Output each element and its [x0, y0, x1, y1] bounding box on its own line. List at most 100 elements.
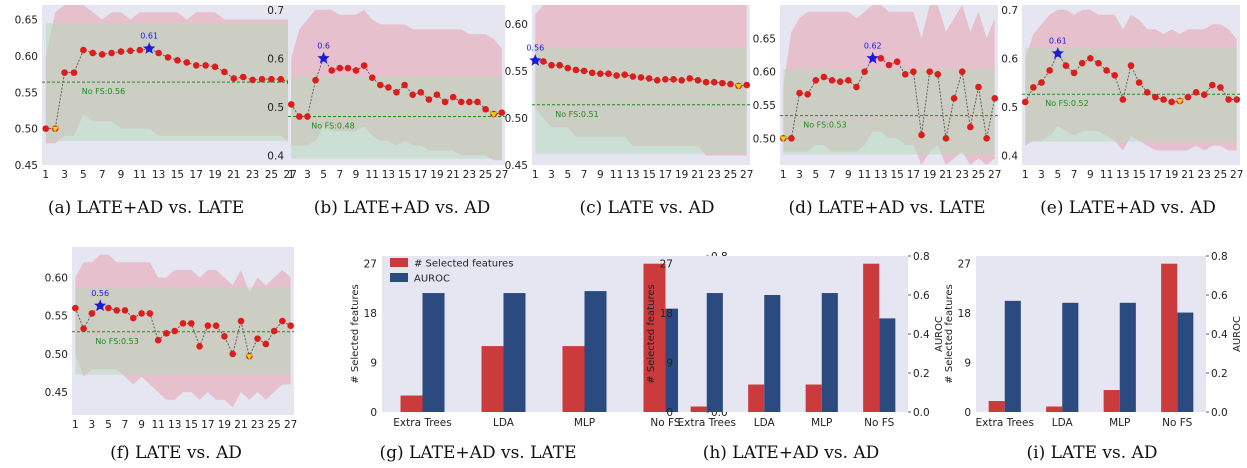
bar-selected-features [1161, 263, 1178, 412]
x-tick-label: 5 [1054, 169, 1061, 181]
data-point [42, 125, 50, 132]
x-tick-label: 19 [1165, 169, 1178, 181]
data-point [597, 70, 604, 78]
bar-auroc [1062, 302, 1079, 412]
x-tick-label: 9 [118, 169, 125, 181]
x-tick-label: Extra Trees [976, 417, 1034, 429]
x-tick-label: 13 [874, 169, 887, 181]
data-point [239, 73, 247, 81]
x-tick-label: 25 [724, 169, 737, 181]
x-tick-label: 11 [133, 169, 146, 181]
caption-a: (a) LATE+AD vs. LATE [48, 198, 244, 218]
bar-auroc [1119, 302, 1136, 412]
data-point [702, 78, 710, 86]
data-point [179, 320, 187, 327]
data-point [910, 68, 917, 75]
data-point [466, 98, 473, 106]
data-point [828, 77, 836, 84]
x-tick-label: 3 [548, 169, 555, 181]
data-point [1103, 67, 1110, 74]
y-tick-label: 0.5 [1001, 102, 1018, 114]
best-label: 0.56 [526, 44, 544, 53]
data-point [1135, 79, 1143, 86]
y-tick-label: 0.65 [15, 15, 38, 27]
x-tick-label: 7 [122, 419, 129, 431]
data-point [254, 335, 261, 342]
chart-c: No FS:0.510.560.450.500.550.601 3 5 7 9 11 13 1… [505, 5, 753, 218]
bar-auroc [879, 318, 896, 412]
y-tick-label: 0.50 [15, 124, 38, 136]
x-tick-label: 7 [336, 169, 343, 181]
y-left-axis-label: # Selected features [944, 284, 955, 383]
x-tick-label: No FS [650, 417, 680, 429]
data-point [564, 64, 572, 72]
x-tick-label: 23 [708, 169, 721, 181]
caption-g: (g) LATE+AD vs. LATE [379, 443, 576, 463]
data-point [983, 135, 990, 142]
data-point [645, 75, 653, 82]
data-point [204, 322, 212, 329]
data-point [686, 75, 694, 82]
x-tick-label: 7 [1071, 169, 1078, 181]
min-marker [51, 126, 60, 133]
y-left-tick-label: 18 [660, 308, 673, 320]
baseline-band [535, 47, 747, 154]
data-point [212, 322, 220, 329]
data-point [70, 69, 78, 76]
min-marker [489, 111, 498, 118]
x-tick-label: 1 [72, 419, 79, 431]
data-point [1021, 98, 1029, 106]
x-tick-label: 21 [1181, 169, 1194, 181]
y-right-axis-label: AUROC [934, 316, 945, 352]
data-point [249, 76, 256, 84]
data-point [694, 76, 702, 84]
data-point [710, 78, 718, 86]
chart-h: Extra Trees LDA MLP No FS0918270.00.20.40.6… [646, 251, 945, 463]
y-right-axis-label: AUROC [1232, 316, 1243, 352]
data-point [89, 49, 97, 57]
x-tick-label: 17 [201, 419, 214, 431]
data-point [221, 68, 228, 76]
y-right-tick-label: 0.2 [1211, 368, 1228, 380]
x-tick-label: 7 [99, 169, 106, 181]
y-right-tick-label: 0.8 [913, 251, 930, 263]
data-point [877, 55, 885, 62]
caption-e: (e) LATE+AD vs. AD [1040, 198, 1216, 218]
data-point [861, 68, 868, 75]
x-tick-label: LDA [1052, 417, 1074, 429]
data-point [498, 109, 506, 116]
y-right-tick-label: 0.0 [1211, 407, 1228, 419]
x-tick-label: 11 [366, 169, 379, 181]
x-tick-label: 21 [227, 169, 240, 181]
data-point [853, 83, 860, 91]
data-point [425, 96, 433, 103]
x-tick-label: 15 [185, 419, 198, 431]
data-point [270, 327, 278, 335]
x-tick-label: 3 [89, 419, 96, 431]
y-tick-label: 0.60 [753, 67, 776, 79]
x-tick-label: 15 [1132, 169, 1145, 181]
data-point [1152, 93, 1159, 101]
data-point [885, 61, 893, 69]
data-point [129, 314, 137, 322]
data-point [192, 62, 200, 69]
x-tick-label: 19 [208, 169, 221, 181]
legend: # Selected features AUROC [390, 258, 513, 285]
min-marker [734, 83, 743, 90]
baseline-label: No FS:0.53 [803, 121, 846, 130]
data-point [975, 83, 982, 91]
baseline-band [291, 76, 502, 159]
data-point [1038, 79, 1045, 86]
data-point [262, 340, 270, 348]
legend-swatch [390, 273, 408, 282]
data-point [202, 62, 209, 69]
x-tick-label: 15 [171, 169, 184, 181]
data-point [385, 84, 392, 91]
baseline-band [75, 287, 291, 375]
baseline-label: No FS:0.51 [555, 110, 598, 119]
data-point [196, 342, 203, 350]
x-tick-label: 3 [796, 169, 803, 181]
data-point [1062, 62, 1070, 69]
data-point [1087, 55, 1094, 62]
x-tick-label: 1 [780, 169, 787, 181]
